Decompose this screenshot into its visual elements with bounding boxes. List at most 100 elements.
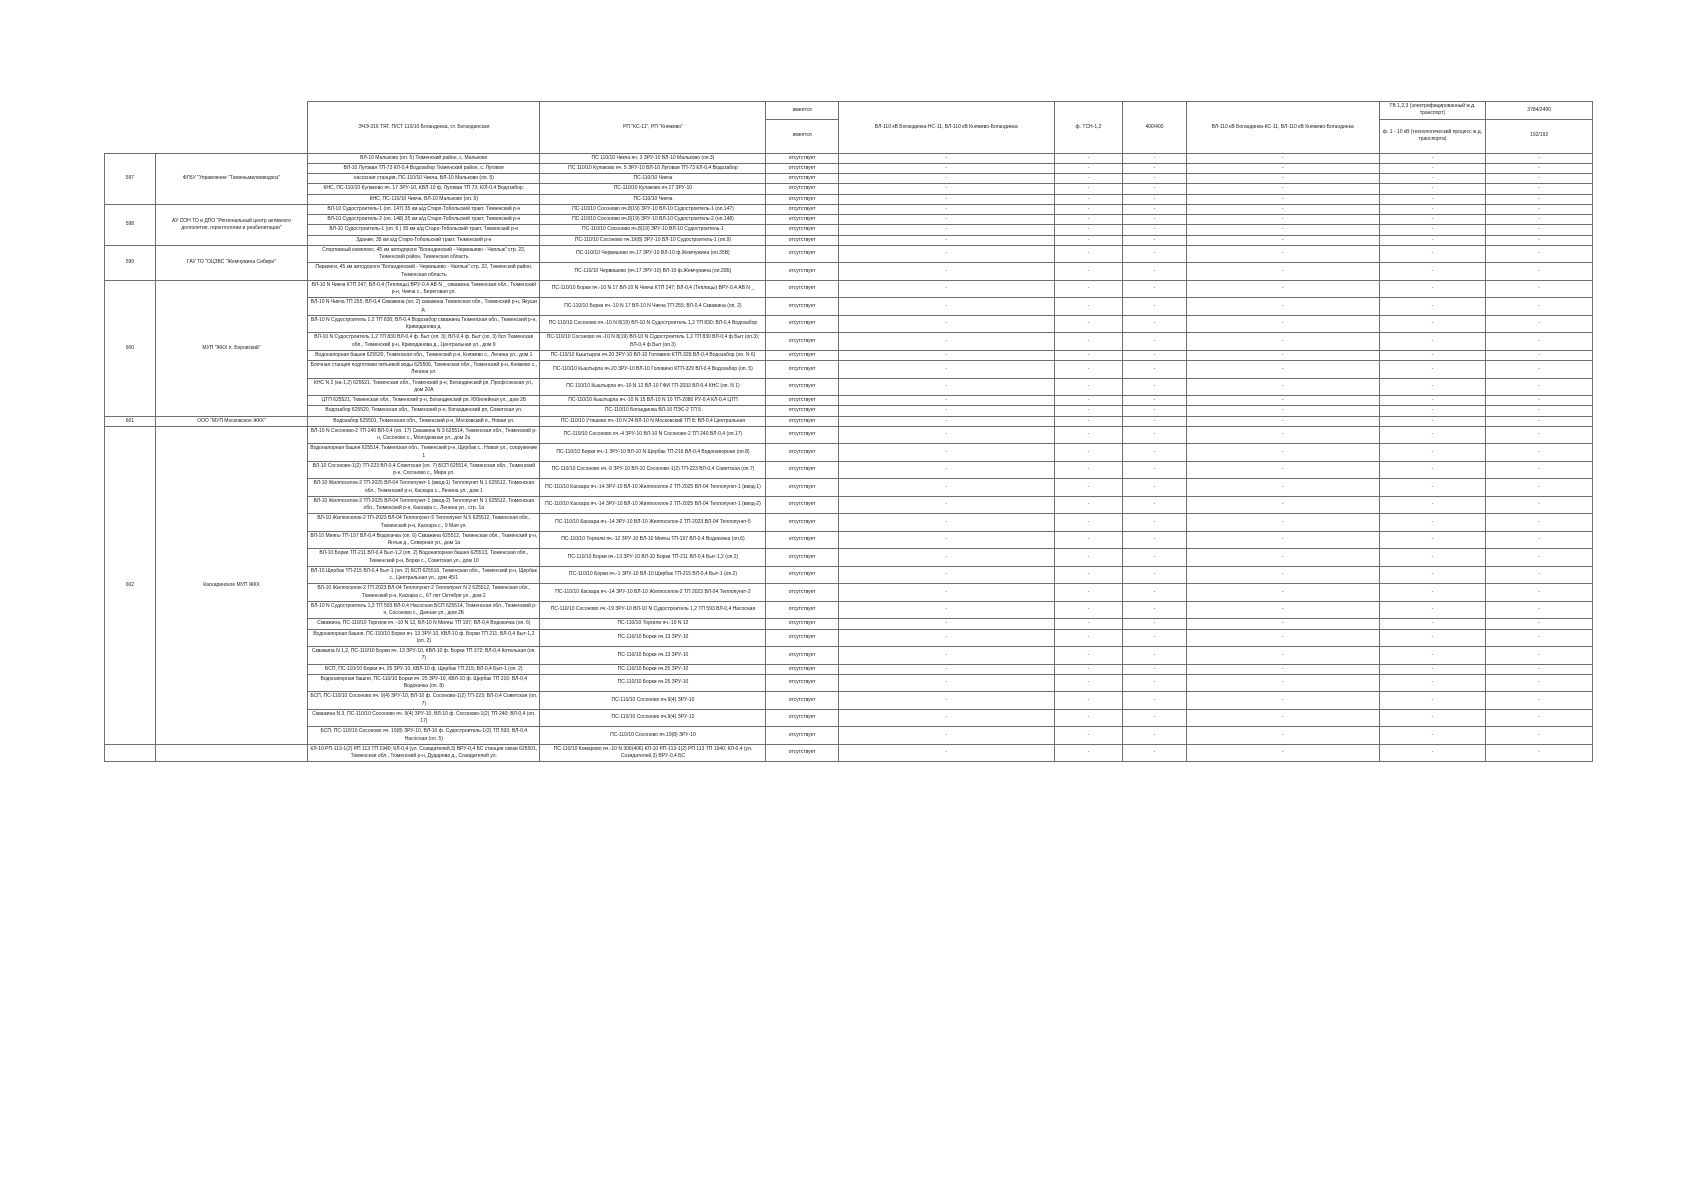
line-2-value: - (1185, 565, 1380, 585)
line-2-value: - (1185, 548, 1380, 567)
table-sheet: ЭЧЭ-316 ТЯГ. П/СТ 110/10 Богандинка, ст.… (104, 101, 1593, 763)
power-source: ПС-110/10 Каскара яч.-14 ЗРУ-10 ВЛ-10 Жи… (539, 495, 767, 515)
object-description: КЛ-10 РП-113-1(2) РП 113 ТП 1940; КЛ-0,4… (307, 743, 541, 763)
value-cell: - (1485, 279, 1593, 299)
availability-status: отсутствует (765, 600, 839, 620)
line-2-value: - (1185, 405, 1380, 417)
object-description: ВЛ-10 Жилпоселок-2 ТП-2025 ВЛ-04 Теплопу… (307, 495, 541, 515)
power-source: ПС-110/10 Борки яч.13 ЗРУ-10 (539, 646, 767, 665)
tv-value: - (1378, 530, 1487, 550)
number-value: - (1122, 279, 1187, 299)
line-1-value: - (837, 726, 1055, 745)
fider-value: - (1053, 162, 1124, 175)
line-2-value: - (1185, 415, 1380, 427)
power-source: ПС-110/10 Червишево (яч.17 ЗРУ-10) ВЛ-10… (539, 262, 767, 281)
power-source: ПС 110/10 Чикча яч. 3 ЗРУ-10 ВЛ-10 Мальк… (539, 152, 767, 164)
line-1-value: - (837, 743, 1055, 763)
object-description: ВЛ-10 N Сосоново-2 ТП-240 ВЛ-0,4 (оп. 17… (307, 425, 541, 445)
line-2-value: - (1185, 349, 1380, 362)
fider-value: - (1053, 460, 1124, 480)
number-value: - (1122, 213, 1187, 226)
power-source: ПС-110/10 Борки яч.-1 ЗРУ-10 ВЛ-10 Щерба… (539, 565, 767, 585)
object-description: насосная станция, ПС-110/10 Чикча, ВЛ-10… (307, 172, 541, 185)
fider-value: - (1053, 478, 1124, 497)
availability-status: отсутствует (765, 234, 839, 246)
power-source: ПС-110/10 Чикча (539, 172, 767, 185)
object-description: Водозабор 625501, Тюменская обл., Тюменс… (307, 415, 541, 427)
tv-value: - (1378, 565, 1487, 585)
line-1-value: - (837, 193, 1055, 205)
object-description: ВЛ-10 N Чикча ТП 255; ВЛ-0,4 Скважина (о… (307, 297, 541, 316)
value-cell: - (1485, 478, 1593, 497)
table-row: ВЛ-10 Щербак ТП-215 ВЛ-0,4 Быт-1 (оп. 2)… (105, 565, 1593, 585)
availability-status: отсутствует (765, 360, 839, 379)
power-source: ПС-110/10 Борки яч.-10 N 17 ВЛ-10 N Чикч… (539, 297, 767, 316)
line-2-value: - (1185, 297, 1380, 316)
number-value: - (1122, 443, 1187, 462)
number-value: - (1122, 377, 1187, 396)
number-value: - (1122, 565, 1187, 585)
value-cell: - (1485, 565, 1593, 585)
availability-status: отсутствует (765, 548, 839, 567)
fider-value: - (1053, 193, 1124, 205)
line-1-value: - (837, 708, 1055, 728)
power-source: ПС-110/10 Сосоново яч.-10 N 8(19) ВЛ-10 … (539, 314, 767, 334)
line-2-value: - (1185, 203, 1380, 216)
power-source: ПС-110/10 Сосоново яч.8(19) ЗРУ-10 ВЛ-10… (539, 224, 767, 236)
line-2-value: - (1185, 172, 1380, 185)
value-cell: - (1485, 646, 1593, 665)
table-row: Паркинги, 45 км автодороги "Богандинский… (105, 262, 1593, 281)
power-source: ПС-110/10 Сосоново яч.8(19) ЗРУ-10 ВЛ-10… (539, 203, 767, 216)
tv-value: - (1378, 548, 1487, 567)
fider-value: - (1053, 646, 1124, 665)
value-cell: - (1485, 224, 1593, 236)
table-row: Скважина, ПС-110/10 Торгили яч. -10 N 12… (105, 618, 1593, 630)
line-1-value: - (837, 495, 1055, 515)
table-row: ВЛ-10 N Судостроитель 1,2 ТП 830 ВЛ-0,4 … (105, 332, 1593, 351)
value-cell: - (1485, 234, 1593, 246)
object-description: ВЛ-10 Сосоново-1(2) ТП-223 ВЛ-0,4 Советс… (307, 460, 541, 480)
tv-value: - (1378, 618, 1487, 630)
tv-value: - (1378, 360, 1487, 379)
number-value: - (1122, 460, 1187, 480)
fider-value: - (1053, 548, 1124, 567)
availability-status: отсутствует (765, 394, 839, 407)
tv-value: - (1378, 172, 1487, 185)
line-1-value: - (837, 213, 1055, 226)
availability-status: отсутствует (765, 203, 839, 216)
value-cell: - (1485, 548, 1593, 567)
line-1-value: - (837, 203, 1055, 216)
value-cell: - (1485, 332, 1593, 351)
number-value: - (1122, 425, 1187, 445)
line-1-value: - (837, 673, 1055, 693)
table-row: ВЛ-10 N Судостроитель 1,2 ТП 593 ВЛ-0,4 … (105, 600, 1593, 620)
tv-value: - (1378, 495, 1487, 515)
line-2-value: - (1185, 425, 1380, 445)
header-org-blank (155, 102, 307, 154)
availability-status: отсутствует (765, 530, 839, 550)
number-value: - (1122, 726, 1187, 745)
availability-status: отсутствует (765, 460, 839, 480)
number-value: - (1122, 405, 1187, 417)
tv-value: - (1378, 443, 1487, 462)
line-1-value: - (837, 513, 1055, 532)
table-row: Скважина N 3, ПС-110/10 Сосоново яч. 9(4… (105, 708, 1593, 728)
table-row: КНС, ПС-110/10 Кулаково яч. 17 ЗРУ-10, К… (105, 183, 1593, 195)
line-1-value: - (837, 183, 1055, 195)
fider-value: - (1053, 663, 1124, 675)
table-row: БСП, ПС-110/10 Сосоново яч. 19(8) ЗРУ-10… (105, 726, 1593, 745)
fider-value: - (1053, 394, 1124, 407)
tv-value: - (1378, 673, 1487, 693)
table-row: ВЛ-10 Жилпоселок-2 ТП-2025 ВЛ-04 Теплопу… (105, 495, 1593, 515)
value-cell: - (1485, 297, 1593, 316)
number-value: - (1122, 193, 1187, 205)
table-row: 601 ООО "МУП Московское ЖКХ" Водозабор 625… (104, 415, 1593, 427)
table-row: Здание, 35 км а/д Старо-Тобольский тракт… (105, 234, 1593, 246)
availability-status: отсутствует (765, 425, 839, 445)
number-value: - (1122, 708, 1187, 728)
value-cell: - (1485, 425, 1593, 445)
fider-value: - (1053, 583, 1124, 602)
value-cell: - (1485, 726, 1593, 745)
tv-value: - (1378, 332, 1487, 351)
tv-value: - (1378, 663, 1487, 675)
